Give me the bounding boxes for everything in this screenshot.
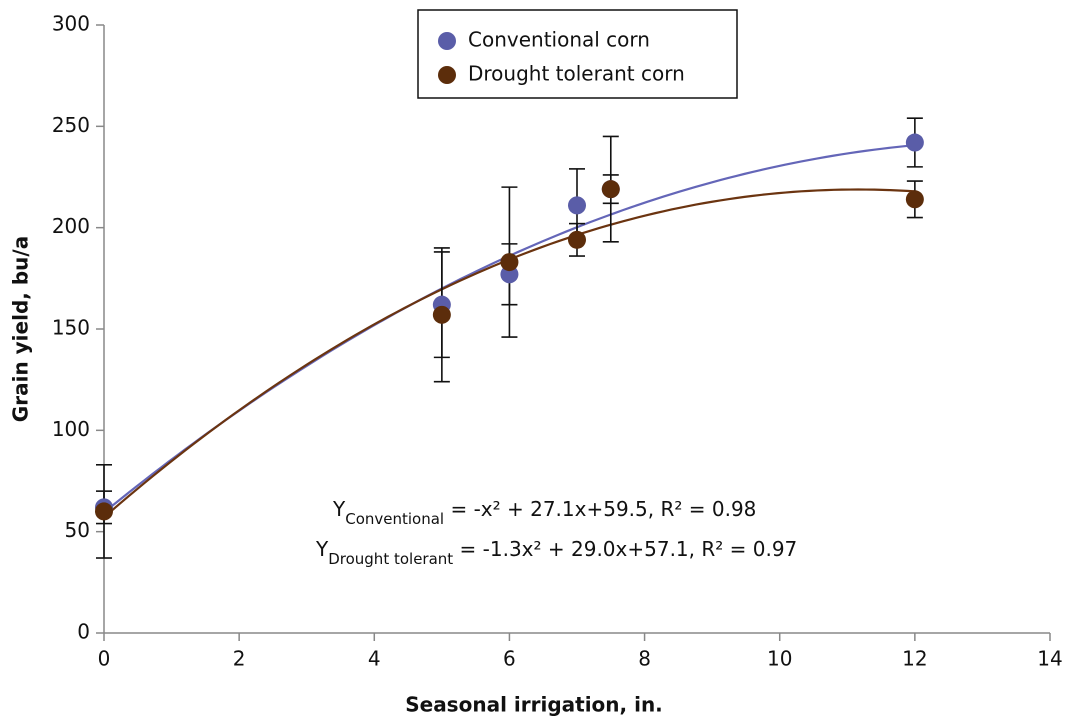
equation-subscript: Conventional (345, 510, 444, 528)
x-tick-label: 12 (902, 647, 927, 671)
legend-marker (438, 66, 456, 84)
equation-body: = -1.3x² + 29.0x+57.1, R² = 0.97 (453, 537, 797, 561)
x-tick-label: 2 (233, 647, 246, 671)
y-tick-label: 50 (65, 518, 90, 542)
data-point (905, 133, 924, 152)
x-tick-label: 10 (767, 647, 792, 671)
y-axis-title: Grain yield, bu/a (9, 236, 33, 422)
x-tick-label: 4 (368, 647, 381, 671)
x-axis-title: Seasonal irrigation, in. (405, 693, 663, 717)
data-point (432, 305, 451, 324)
x-tick-label: 8 (638, 647, 651, 671)
equation-body: = -x² + 27.1x+59.5, R² = 0.98 (444, 497, 756, 521)
data-point (568, 196, 586, 215)
legend-label: Conventional corn (468, 28, 650, 52)
data-point (500, 253, 519, 272)
y-tick-label: 200 (52, 214, 90, 238)
equation: YConventional = -x² + 27.1x+59.5, R² = 0… (332, 497, 756, 528)
data-point (568, 230, 586, 249)
y-tick-label: 0 (77, 620, 90, 644)
data-point (95, 502, 113, 521)
legend-marker (438, 32, 456, 50)
x-tick-label: 14 (1037, 647, 1062, 671)
equation-subscript: Drought tolerant (328, 550, 453, 568)
y-tick-label: 250 (52, 113, 90, 137)
equation: YDrought tolerant = -1.3x² + 29.0x+57.1,… (315, 537, 797, 568)
equation-y: Y (315, 537, 329, 561)
x-tick-label: 6 (503, 647, 516, 671)
y-tick-label: 100 (52, 417, 90, 441)
legend-box (417, 9, 738, 99)
y-tick-label: 150 (52, 316, 90, 340)
y-tick-label: 300 (52, 12, 90, 36)
data-point (905, 190, 924, 209)
data-point (601, 180, 620, 199)
legend-label: Drought tolerant corn (468, 62, 685, 86)
x-tick-label: 0 (98, 647, 111, 671)
equation-y: Y (332, 497, 346, 521)
